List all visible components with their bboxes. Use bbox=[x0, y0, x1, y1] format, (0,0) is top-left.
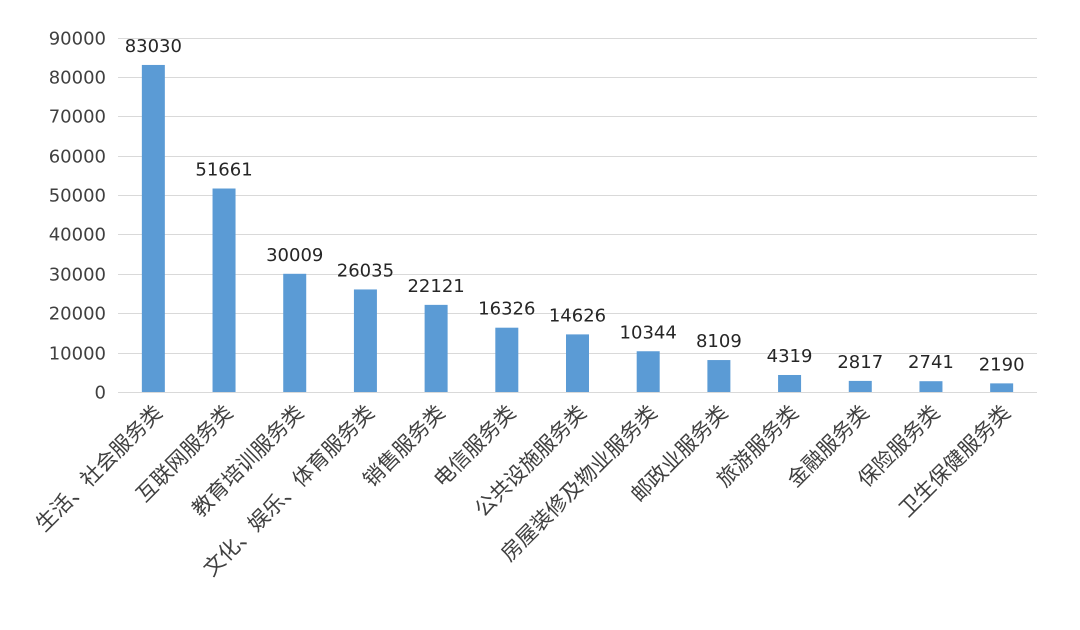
bar bbox=[141, 64, 165, 393]
y-tick-label: 50000 bbox=[49, 186, 106, 207]
bar bbox=[495, 327, 519, 392]
bar bbox=[566, 334, 589, 392]
y-tick-label: 20000 bbox=[49, 304, 106, 325]
bar bbox=[212, 188, 236, 392]
y-axis-ticks: 0 10000 20000 30000 40000 50000 60000 70000 8000… bbox=[49, 29, 106, 404]
bar bbox=[707, 360, 731, 392]
data-label: 2817 bbox=[837, 352, 883, 373]
data-label: 83030 bbox=[125, 36, 182, 57]
y-tick-label: 30000 bbox=[49, 265, 106, 286]
bars bbox=[141, 64, 1014, 393]
y-tick-label: 90000 bbox=[49, 29, 106, 50]
data-label: 2741 bbox=[908, 352, 954, 373]
bar bbox=[636, 351, 660, 392]
data-label: 4319 bbox=[767, 346, 813, 367]
data-label: 51661 bbox=[195, 160, 252, 181]
bar bbox=[848, 380, 872, 392]
data-label: 14626 bbox=[549, 305, 606, 326]
data-label: 8109 bbox=[696, 331, 742, 352]
x-tick-label: 生活、社会服务类 bbox=[31, 401, 167, 537]
bar bbox=[990, 383, 1014, 392]
gridlines bbox=[118, 38, 1037, 393]
y-tick-label: 80000 bbox=[49, 68, 106, 89]
bar bbox=[283, 273, 307, 392]
bar bbox=[778, 374, 802, 392]
bar bbox=[919, 381, 943, 392]
data-label: 26035 bbox=[337, 260, 394, 281]
y-tick-label: 60000 bbox=[49, 147, 106, 168]
y-tick-label: 0 bbox=[95, 383, 106, 404]
y-tick-label: 10000 bbox=[49, 344, 106, 365]
data-label: 16326 bbox=[478, 299, 535, 320]
data-label: 2190 bbox=[979, 354, 1025, 375]
y-tick-label: 40000 bbox=[49, 225, 106, 246]
y-tick-label: 70000 bbox=[49, 107, 106, 128]
bar bbox=[353, 289, 377, 392]
x-axis-ticks: 生活、社会服务类互联网服务类教育培训服务类文化、娱乐、体育服务类销售服务类电信服… bbox=[31, 401, 1015, 581]
data-label: 30009 bbox=[266, 245, 323, 266]
data-labels: 83030 51661 30009 26035 22121 16326 14626 10344… bbox=[125, 36, 1025, 375]
data-label: 10344 bbox=[620, 322, 677, 343]
bar bbox=[424, 304, 448, 392]
data-label: 22121 bbox=[407, 276, 464, 297]
